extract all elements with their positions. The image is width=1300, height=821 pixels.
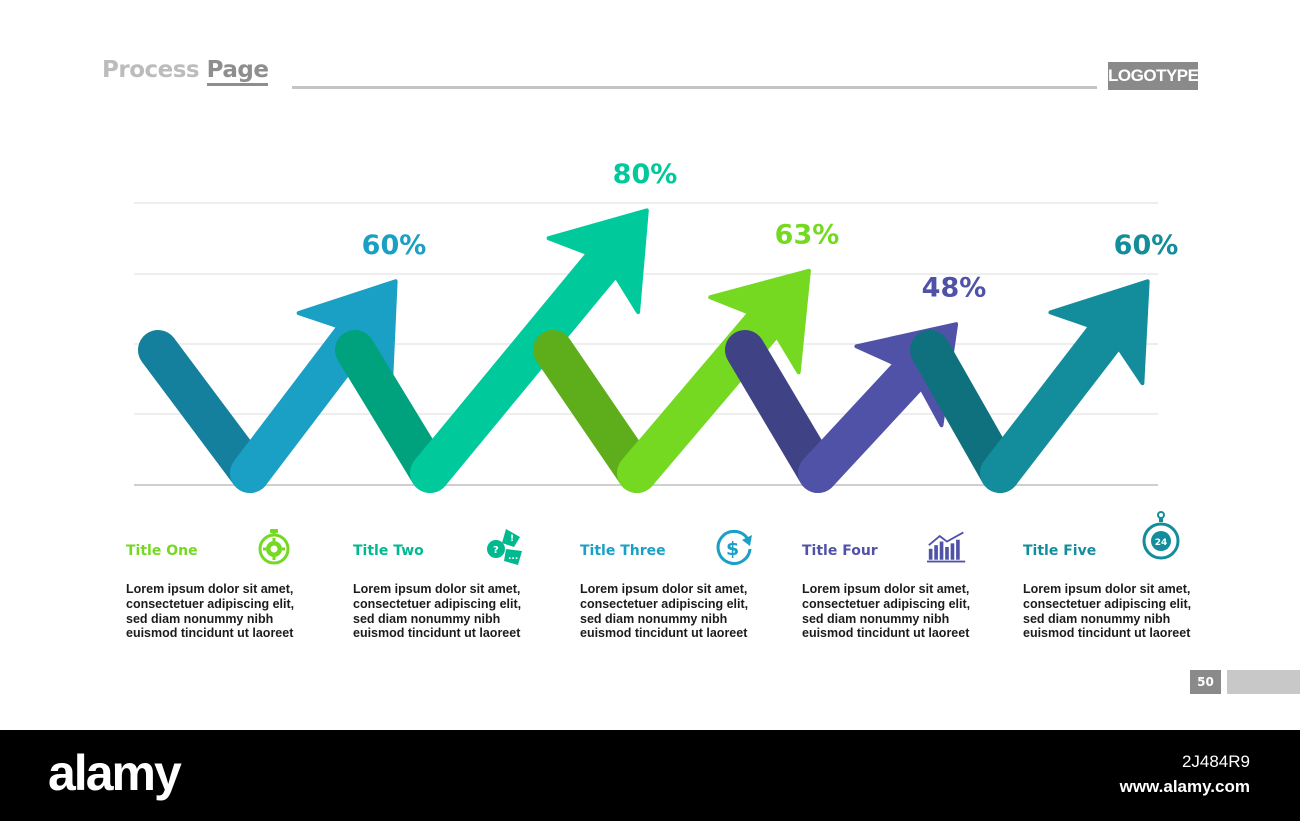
- chart-arrows: [138, 208, 1150, 493]
- column-text-line: Lorem ipsum dolor sit amet,: [126, 582, 294, 596]
- page-bar: [1227, 670, 1300, 694]
- svg-text:?: ?: [493, 545, 499, 556]
- arrow-down-stroke: [533, 330, 657, 493]
- footer-image-id: 2J484R9: [1181, 752, 1250, 771]
- header-divider: [292, 86, 1097, 89]
- column-text-line: consectetuer adipiscing elit,: [126, 596, 295, 611]
- arrow-head: [708, 268, 811, 375]
- column-text-line: euismod tincidunt ut laoreet: [580, 626, 748, 641]
- arrow-down-stroke: [725, 330, 838, 493]
- column-text-line: consectetuer adipiscing elit,: [580, 596, 749, 611]
- footer-url: www.alamy.com: [1119, 777, 1250, 796]
- page-title: Process Page: [102, 57, 269, 86]
- footer-brand: alamy: [48, 745, 182, 801]
- arrow-down-stroke: [910, 330, 1020, 493]
- column-text-line: sed diam nonummy nibh: [1023, 611, 1171, 626]
- dollar-cycle-icon: $: [716, 529, 752, 565]
- arrow-down-stroke: [138, 330, 270, 493]
- column-text-line: Lorem ipsum dolor sit amet,: [580, 582, 748, 596]
- value-label: 80%: [613, 159, 678, 190]
- svg-text:$: $: [726, 538, 739, 560]
- slide: Process Page LOGOTYPE 60% 80% 63% 48% 60% Ti…: [102, 57, 1300, 694]
- arrow-head: [546, 208, 649, 315]
- footer-watermark-bar: alamy 2J484R9 www.alamy.com: [0, 730, 1300, 821]
- arrow-up-stroke: [410, 240, 626, 493]
- column-title-5: Title Five: [1023, 543, 1097, 559]
- column-title-2: Title Two: [353, 543, 424, 559]
- chat-bubbles-icon: ! ? ...: [487, 529, 522, 565]
- column-text-line: euismod tincidunt ut laoreet: [1023, 626, 1191, 641]
- stopwatch-gear-icon: [258, 529, 290, 565]
- arrow-up-stroke: [980, 312, 1129, 493]
- column-title-4: Title Four: [802, 543, 878, 559]
- column-text-line: Lorem ipsum dolor sit amet,: [1023, 582, 1191, 596]
- column-text-line: sed diam nonummy nibh: [802, 611, 950, 626]
- value-label: 48%: [922, 273, 987, 304]
- svg-text:...: ...: [508, 552, 518, 562]
- chart-value-labels: 60% 80% 63% 48% 60%: [362, 159, 1179, 304]
- column-text-line: Lorem ipsum dolor sit amet,: [802, 582, 970, 596]
- column-text-1: Lorem ipsum dolor sit amet, consectetuer…: [126, 582, 311, 641]
- column-text-line: sed diam nonummy nibh: [353, 611, 501, 626]
- column-title-3: Title Three: [580, 543, 666, 559]
- svg-text:24: 24: [1155, 538, 1168, 548]
- column-text-5: Lorem ipsum dolor sit amet, consectetuer…: [1023, 582, 1208, 641]
- arrow-down-stroke: [335, 330, 450, 493]
- column-text-line: consectetuer adipiscing elit,: [353, 596, 522, 611]
- column-text-line: sed diam nonummy nibh: [580, 611, 728, 626]
- arrow-head: [1048, 279, 1150, 386]
- value-label: 60%: [362, 230, 427, 261]
- logotype-badge: LOGOTYPE: [1108, 62, 1199, 90]
- column-text-line: euismod tincidunt ut laoreet: [126, 626, 294, 641]
- page-number: 50: [1190, 670, 1221, 694]
- arrow-chart: 60% 80% 63% 48% 60%: [134, 159, 1179, 493]
- column-text-line: sed diam nonummy nibh: [126, 611, 274, 626]
- column-text-line: euismod tincidunt ut laoreet: [802, 626, 970, 641]
- column-text-line: consectetuer adipiscing elit,: [802, 596, 971, 611]
- column-title-1: Title One: [126, 543, 198, 559]
- arrow-up-stroke: [798, 351, 933, 493]
- column-text-2: Lorem ipsum dolor sit amet, consectetuer…: [353, 582, 538, 641]
- column-text-line: consectetuer adipiscing elit,: [1023, 596, 1192, 611]
- value-label: 63%: [775, 219, 840, 250]
- page-title-part1: Process: [102, 57, 207, 83]
- column-text-3: Lorem ipsum dolor sit amet, consectetuer…: [580, 582, 765, 641]
- svg-text:!: !: [510, 534, 514, 544]
- bar-chart-trend-icon: [927, 531, 966, 563]
- column-text-line: Lorem ipsum dolor sit amet,: [353, 582, 521, 596]
- page-title-part2: Page: [206, 57, 269, 86]
- column-text-line: euismod tincidunt ut laoreet: [353, 626, 521, 641]
- 24-hour-stopwatch-icon: 24: [1142, 511, 1180, 560]
- column-text-4: Lorem ipsum dolor sit amet, consectetuer…: [802, 582, 987, 641]
- value-label: 60%: [1114, 230, 1179, 261]
